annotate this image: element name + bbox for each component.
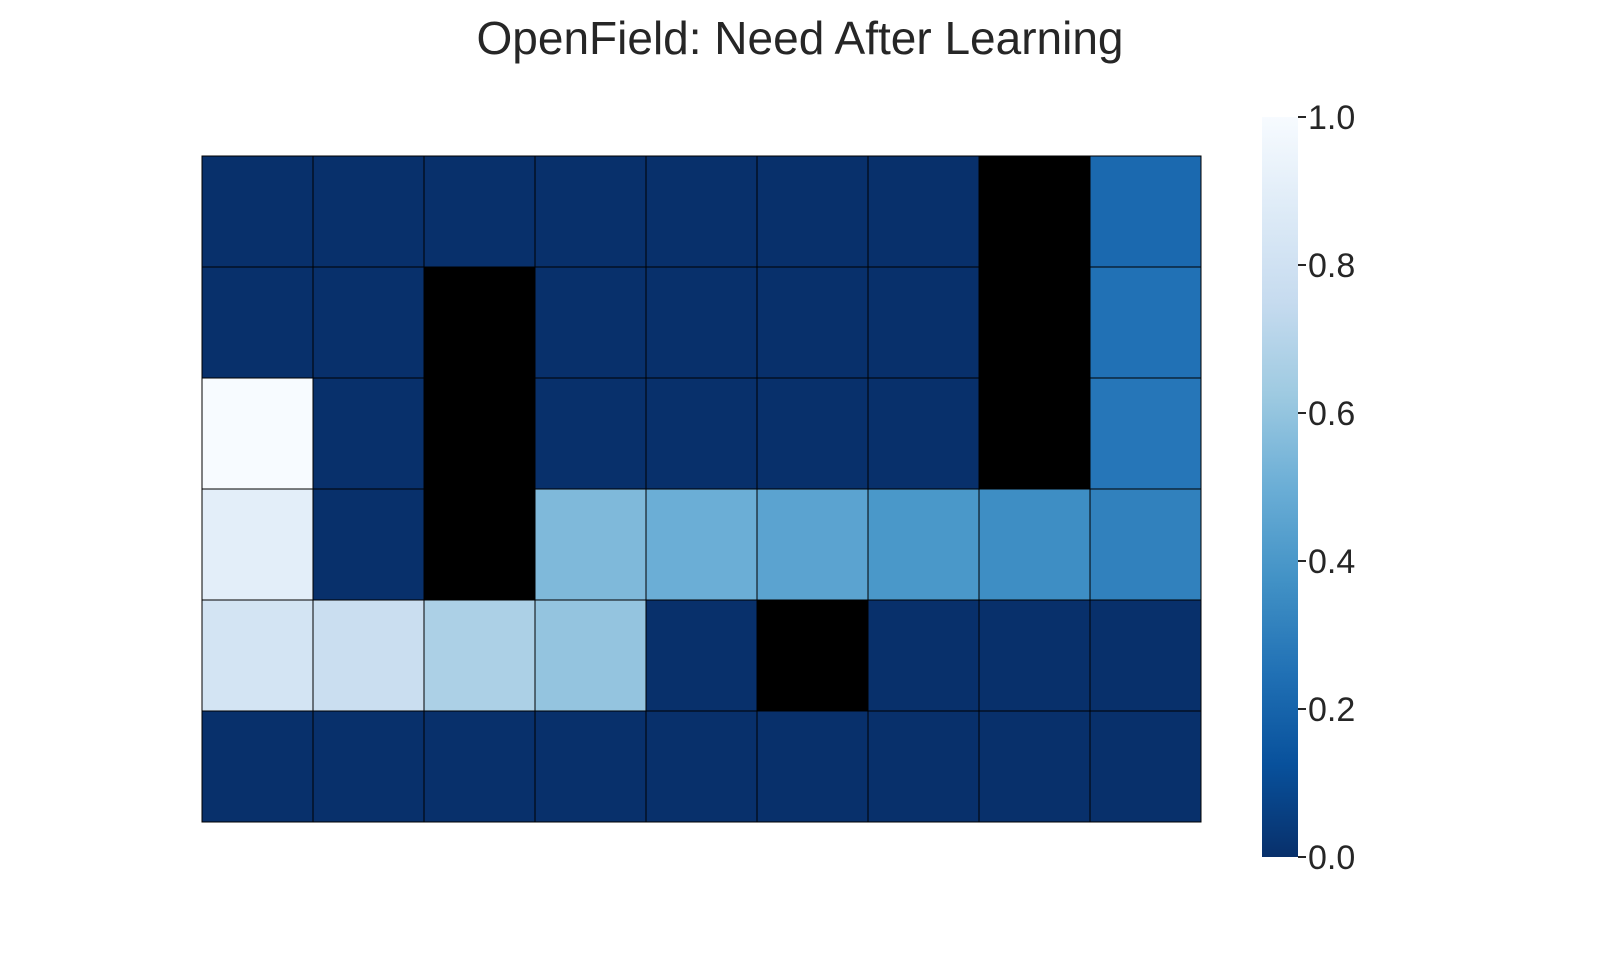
heatmap-cell <box>534 710 647 823</box>
colorbar-tick-label: 0.6 <box>1308 395 1355 433</box>
chart-title: OpenField: Need After Learning <box>477 12 1124 64</box>
heatmap-cell <box>201 266 314 379</box>
heatmap-cell <box>201 488 314 601</box>
colorbar-tick-label: 0.0 <box>1308 839 1355 877</box>
heatmap-cell <box>201 377 314 490</box>
wall-cell <box>978 377 1091 490</box>
heatmap-cell <box>645 599 758 712</box>
heatmap-cell <box>867 488 980 601</box>
heatmap-cell <box>756 488 869 601</box>
heatmap-cell <box>978 710 1091 823</box>
heatmap-cell <box>312 377 425 490</box>
heatmap-cell <box>201 155 314 268</box>
heatmap-cell <box>534 266 647 379</box>
heatmap-cell <box>867 266 980 379</box>
heatmap-cell <box>756 710 869 823</box>
wall-cell <box>423 266 536 379</box>
heatmap-cell <box>867 377 980 490</box>
heatmap-cell <box>867 155 980 268</box>
heatmap-cell <box>423 599 536 712</box>
colorbar-tick-label: 1.0 <box>1308 99 1355 137</box>
heatmap-cell <box>645 155 758 268</box>
heatmap-cell <box>1089 266 1202 379</box>
heatmap-cell <box>867 710 980 823</box>
heatmap-cell <box>978 488 1091 601</box>
wall-cell <box>978 155 1091 268</box>
wall-cell <box>756 599 869 712</box>
wall-cell <box>423 377 536 490</box>
colorbar-ticks: 0.0 0.2 0.4 0.6 0.8 1.0 <box>1298 99 1355 877</box>
heatmap-cell <box>645 266 758 379</box>
heatmap-cell <box>201 710 314 823</box>
heatmap-cell <box>312 710 425 823</box>
colorbar-tick-label: 0.2 <box>1308 691 1355 729</box>
colorbar-gradient <box>1262 117 1298 857</box>
heatmap-cell <box>645 710 758 823</box>
heatmap-cell <box>1089 155 1202 268</box>
heatmap-cell <box>201 599 314 712</box>
heatmap-cell <box>312 266 425 379</box>
heatmap-cell <box>1089 710 1202 823</box>
wall-cell <box>978 266 1091 379</box>
heatmap-cell <box>1089 377 1202 490</box>
wall-cell <box>423 488 536 601</box>
heatmap-cell <box>423 710 536 823</box>
heatmap-cell <box>645 488 758 601</box>
heatmap-cell <box>756 155 869 268</box>
heatmap-cell <box>534 377 647 490</box>
heatmap-grid <box>201 155 1202 823</box>
colorbar-tick-label: 0.8 <box>1308 247 1355 285</box>
heatmap-cell <box>423 155 536 268</box>
heatmap-cell <box>978 599 1091 712</box>
heatmap-cell <box>867 599 980 712</box>
heatmap-cell <box>312 488 425 601</box>
heatmap-cell <box>1089 488 1202 601</box>
heatmap-cell <box>756 266 869 379</box>
heatmap-cell <box>534 599 647 712</box>
heatmap-cell <box>756 377 869 490</box>
heatmap-cell <box>312 599 425 712</box>
heatmap-cell <box>312 155 425 268</box>
colorbar: 0.0 0.2 0.4 0.6 0.8 1.0 <box>1262 99 1355 877</box>
heatmap-cell <box>1089 599 1202 712</box>
heatmap-cell <box>645 377 758 490</box>
heatmap-cell <box>534 155 647 268</box>
colorbar-tick-label: 0.4 <box>1308 543 1355 581</box>
heatmap-cell <box>534 488 647 601</box>
